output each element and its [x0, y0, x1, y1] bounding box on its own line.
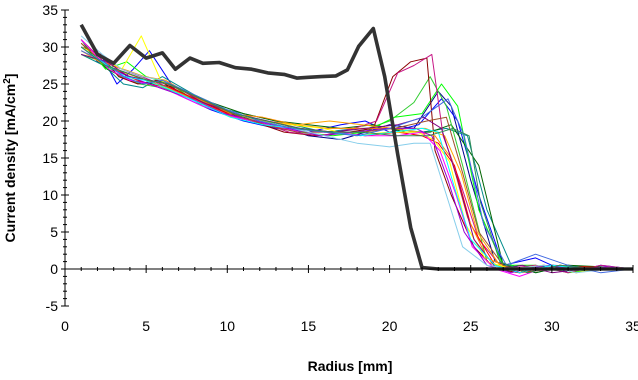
y-axis-title-main: Current density [mA/cm [2, 84, 18, 243]
y-axis-title-superscript: 2 [2, 78, 13, 84]
y-tick-label: -5 [46, 298, 59, 314]
y-tick-label: 10 [42, 187, 58, 203]
x-tick-label: 10 [219, 318, 235, 334]
chart-axes [61, 9, 634, 307]
series-line-18 [80, 35, 633, 274]
series-line-9 [80, 39, 634, 274]
x-tick-label: 30 [544, 318, 560, 334]
plot-lines [79, 23, 634, 277]
y-tick-label: 25 [42, 76, 58, 92]
x-tick-label: 5 [142, 318, 150, 334]
series-line-2 [80, 39, 634, 270]
x-tick-label: 20 [382, 318, 398, 334]
y-tick-label: 35 [42, 2, 58, 18]
series-line-3 [81, 46, 634, 274]
series-line-7 [80, 39, 633, 274]
series-line-13 [80, 35, 634, 274]
y-tick-label: 30 [42, 39, 58, 55]
series-line-14 [80, 39, 633, 277]
y-axis-title: Current density [mA/cm2] [2, 74, 18, 243]
x-axis-title: Radius [mm] [308, 358, 393, 374]
y-tick-label: 5 [50, 224, 58, 240]
y-tick-label: 0 [50, 261, 58, 277]
series-line-20 [80, 50, 634, 274]
x-tick-label: 25 [463, 318, 479, 334]
series-line-1 [79, 23, 633, 271]
x-tick-label: 35 [625, 318, 638, 334]
y-tick-label: 20 [42, 113, 58, 129]
y-tick-label: 15 [42, 150, 58, 166]
y-axis-title-close: ] [2, 74, 18, 79]
x-tick-label: 0 [61, 318, 69, 334]
x-tick-label: 15 [301, 318, 317, 334]
